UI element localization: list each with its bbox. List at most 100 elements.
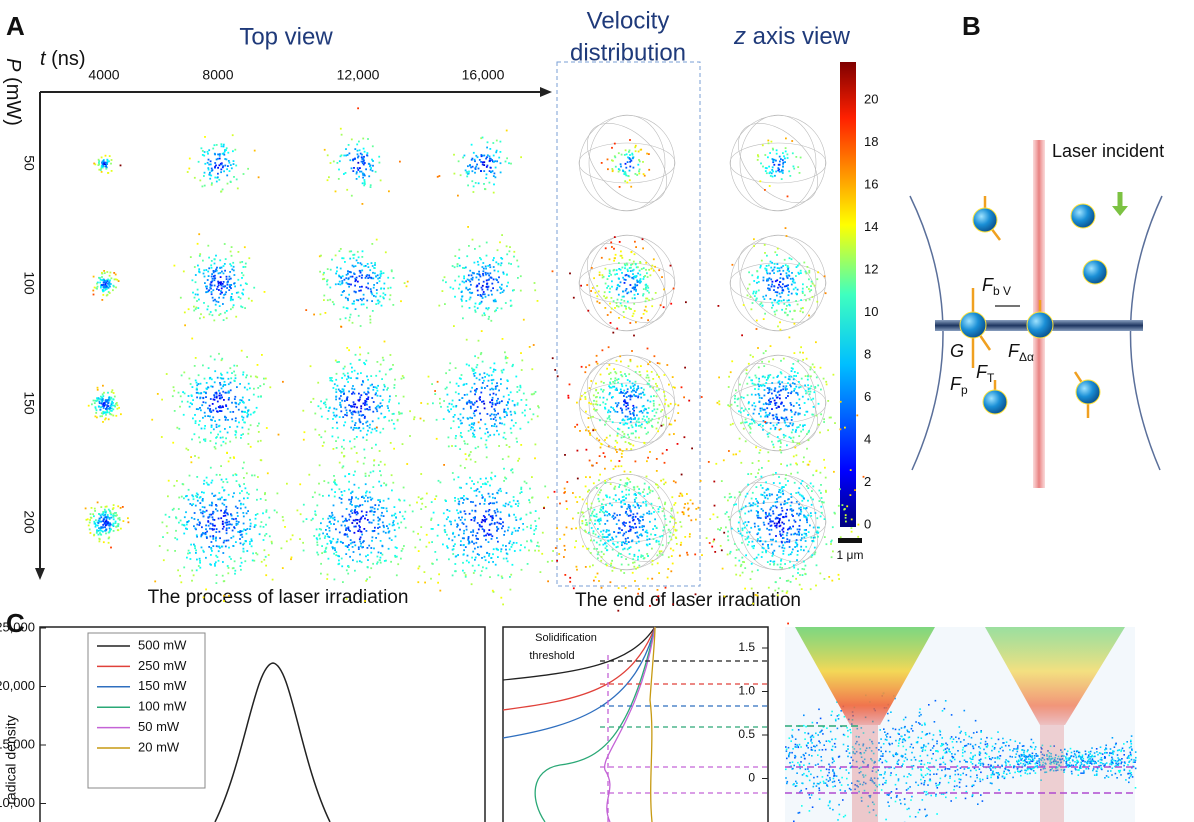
particle	[639, 425, 641, 427]
particle	[365, 514, 367, 516]
particle	[766, 268, 768, 270]
particle	[197, 294, 199, 296]
particle	[652, 410, 654, 412]
particle	[384, 341, 386, 343]
particle	[632, 287, 634, 289]
particle	[356, 452, 358, 454]
particle	[739, 438, 741, 440]
particle	[760, 416, 762, 418]
particle	[474, 415, 476, 417]
particle	[646, 311, 648, 313]
particle	[569, 384, 571, 386]
particle	[110, 272, 112, 274]
particle	[202, 417, 204, 419]
particle	[110, 512, 112, 514]
particle	[664, 403, 666, 405]
particle	[634, 418, 636, 420]
particle	[620, 391, 622, 393]
particle	[732, 423, 734, 425]
particle	[265, 499, 267, 501]
particle	[617, 433, 619, 435]
particle	[199, 420, 201, 422]
particle	[233, 176, 235, 178]
particle	[787, 196, 789, 198]
particle	[818, 403, 820, 405]
particle	[752, 405, 754, 407]
particle	[596, 438, 598, 440]
particle	[646, 153, 648, 155]
particle	[345, 155, 347, 157]
particle	[398, 413, 400, 415]
particle	[210, 523, 212, 525]
particle	[833, 374, 835, 376]
particle	[325, 404, 327, 406]
particle	[220, 384, 222, 386]
particle	[260, 526, 262, 528]
particle	[660, 304, 662, 306]
particle	[237, 515, 239, 517]
particle	[205, 589, 207, 591]
particle	[475, 155, 477, 157]
particle	[350, 377, 352, 379]
particle	[749, 426, 751, 428]
particle	[515, 517, 517, 519]
particle	[625, 416, 627, 418]
particle	[339, 462, 341, 464]
particle	[420, 508, 422, 510]
particle	[364, 518, 366, 520]
particle	[355, 507, 357, 509]
particle	[633, 335, 635, 337]
particle	[516, 438, 518, 440]
particle	[335, 396, 337, 398]
particle	[103, 282, 105, 284]
particle	[324, 537, 326, 539]
particle	[361, 384, 363, 386]
particle	[229, 441, 231, 443]
particle	[327, 299, 329, 301]
particle	[454, 500, 456, 502]
particle	[212, 545, 214, 547]
particle	[225, 478, 227, 480]
particle	[455, 555, 457, 557]
particle	[303, 439, 305, 441]
particle	[796, 402, 798, 404]
particle	[383, 292, 385, 294]
particle	[481, 295, 483, 297]
particle	[209, 178, 211, 180]
particle	[778, 284, 780, 286]
particle	[785, 425, 787, 427]
particle	[186, 528, 188, 530]
particle	[653, 395, 655, 397]
particle	[731, 404, 733, 406]
particle	[225, 258, 227, 260]
particle	[119, 519, 121, 521]
particle	[787, 382, 789, 384]
particle	[481, 557, 483, 559]
particle	[250, 376, 252, 378]
particle	[214, 277, 216, 279]
particle	[97, 389, 99, 391]
particle	[208, 546, 210, 548]
particle	[505, 438, 507, 440]
particle	[773, 272, 775, 274]
particle	[327, 268, 329, 270]
particle	[370, 547, 372, 549]
particle	[403, 396, 405, 398]
particle	[162, 536, 164, 538]
particle	[341, 525, 343, 527]
particle	[788, 170, 790, 172]
particle	[100, 506, 102, 508]
particle	[367, 379, 369, 381]
particle	[483, 380, 485, 382]
particle	[255, 518, 257, 520]
particle	[589, 387, 591, 389]
particle	[396, 556, 398, 558]
particle	[389, 399, 391, 401]
particle	[800, 310, 802, 312]
particle	[639, 393, 641, 395]
particle	[420, 418, 422, 420]
particle	[808, 439, 810, 441]
particle	[390, 354, 392, 356]
particle	[791, 140, 793, 142]
particle	[303, 521, 305, 523]
